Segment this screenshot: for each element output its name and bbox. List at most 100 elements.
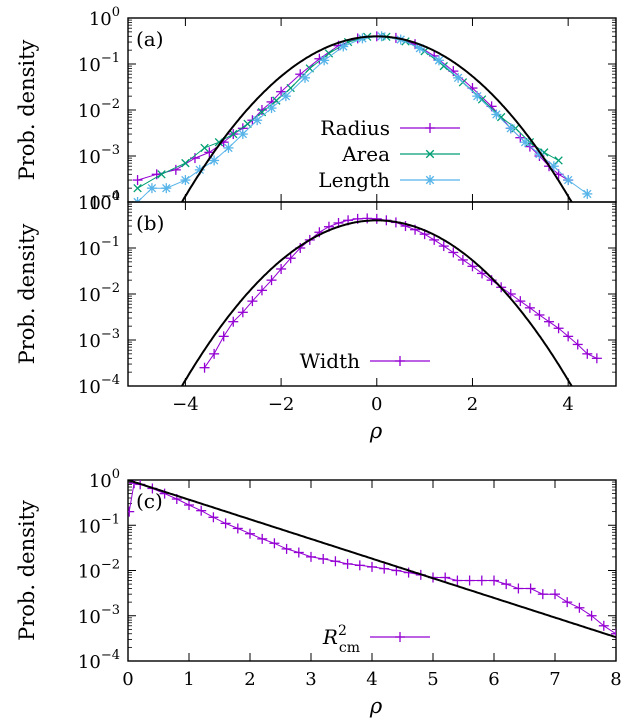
data-point (132, 197, 143, 202)
data-point (452, 575, 463, 586)
y-axis-label: Prob. density (15, 500, 39, 641)
legend-label: Radius (320, 116, 390, 140)
data-point (524, 302, 535, 313)
data-point (285, 253, 296, 264)
legend-marker (395, 632, 405, 642)
y-tick-label: 100 (89, 467, 120, 492)
data-point (520, 137, 531, 148)
data-point (586, 610, 597, 621)
data-point (245, 528, 255, 539)
panel-label: (c) (136, 489, 163, 513)
plot-frame (127, 201, 617, 387)
y-tick-label: 10−2 (78, 558, 120, 583)
legend-marker (425, 123, 435, 133)
data-point (200, 143, 209, 153)
data-point (330, 556, 341, 567)
data-point (550, 589, 560, 600)
data-point (218, 331, 229, 342)
data-point (403, 567, 414, 578)
data-point (209, 348, 220, 359)
y-tick-label: 100 (89, 189, 120, 214)
series-r2cm (128, 480, 616, 639)
data-point (324, 49, 334, 58)
data-point (477, 268, 488, 279)
y-tick-label: 10−1 (78, 235, 120, 260)
data-point (243, 119, 252, 129)
x-tick-label: 0 (371, 394, 382, 415)
data-point (220, 518, 231, 529)
legend-label: Area (341, 142, 390, 166)
data-point (544, 316, 555, 327)
panel-c: 10−4 10−3 10−2 10−1 100 0 1 2 3 4 5 6 7 8 Prob. densit… (15, 467, 622, 718)
data-point (472, 91, 483, 102)
x-tick-label: 6 (488, 669, 499, 690)
data-point (400, 221, 411, 232)
x-tick-label: 4 (562, 394, 573, 415)
y-axis-label: Prob. density (15, 223, 39, 364)
legend-entry-radius: Radius (320, 116, 460, 140)
fit-curve (180, 219, 573, 386)
data-point (562, 597, 573, 608)
data-point (611, 628, 616, 639)
data-point (272, 96, 281, 105)
data-point (196, 505, 207, 516)
data-point (257, 533, 268, 544)
data-point (354, 560, 365, 571)
data-point (477, 95, 487, 104)
data-point (269, 538, 280, 549)
data-point (286, 83, 295, 93)
data-point (318, 553, 329, 564)
data-point (367, 561, 377, 572)
data-point (554, 156, 563, 165)
data-point (591, 353, 602, 364)
data-point (582, 348, 593, 359)
data-point (232, 523, 243, 534)
data-point (199, 362, 210, 373)
legend-marker (425, 175, 435, 185)
y-tick-label: 100 (89, 5, 120, 30)
data-point (237, 307, 248, 318)
data-point (181, 158, 190, 168)
data-point (214, 137, 224, 147)
legend-entry-length: Length (318, 168, 460, 192)
y-tick-label: 10−4 (78, 373, 120, 398)
data-point (237, 129, 248, 140)
data-point (357, 33, 368, 44)
data-point (505, 123, 516, 134)
data-point (300, 72, 311, 83)
data-point (489, 575, 499, 586)
data-point (464, 575, 475, 586)
y-tick-label: 10−2 (78, 97, 120, 122)
data-point (293, 547, 304, 558)
data-area (128, 480, 616, 639)
data-point (574, 602, 585, 613)
data-point (133, 183, 142, 193)
panel-label: (a) (136, 27, 164, 51)
data-point (513, 583, 524, 594)
x-tick-label: 2 (467, 394, 478, 415)
x-tick-label: 2 (244, 669, 255, 690)
data-point (515, 296, 526, 307)
x-tick-label: −2 (268, 394, 295, 415)
data-point (534, 309, 545, 320)
data-point (146, 183, 157, 194)
data-point (598, 620, 609, 631)
data-point (319, 55, 330, 66)
legend-entry-r2cm: R2 cm (322, 623, 430, 656)
series-line (137, 35, 588, 202)
data-point (229, 129, 238, 139)
x-tick-label: 1 (183, 669, 194, 690)
data-point (501, 579, 512, 590)
data-point (582, 188, 593, 199)
data-point (342, 558, 353, 569)
data-point (194, 164, 205, 175)
data-point (276, 86, 287, 97)
data-point (170, 164, 181, 175)
legend-label: Width (300, 349, 360, 373)
data-point (439, 61, 448, 71)
y-tick-label: 10−4 (78, 189, 120, 214)
panel-a: 10−4 10−3 10−2 10−1 100 Prob. density (a) Radiu… (15, 5, 617, 214)
fit-curve (180, 35, 573, 202)
data-point (276, 263, 287, 274)
data-point (476, 575, 487, 586)
